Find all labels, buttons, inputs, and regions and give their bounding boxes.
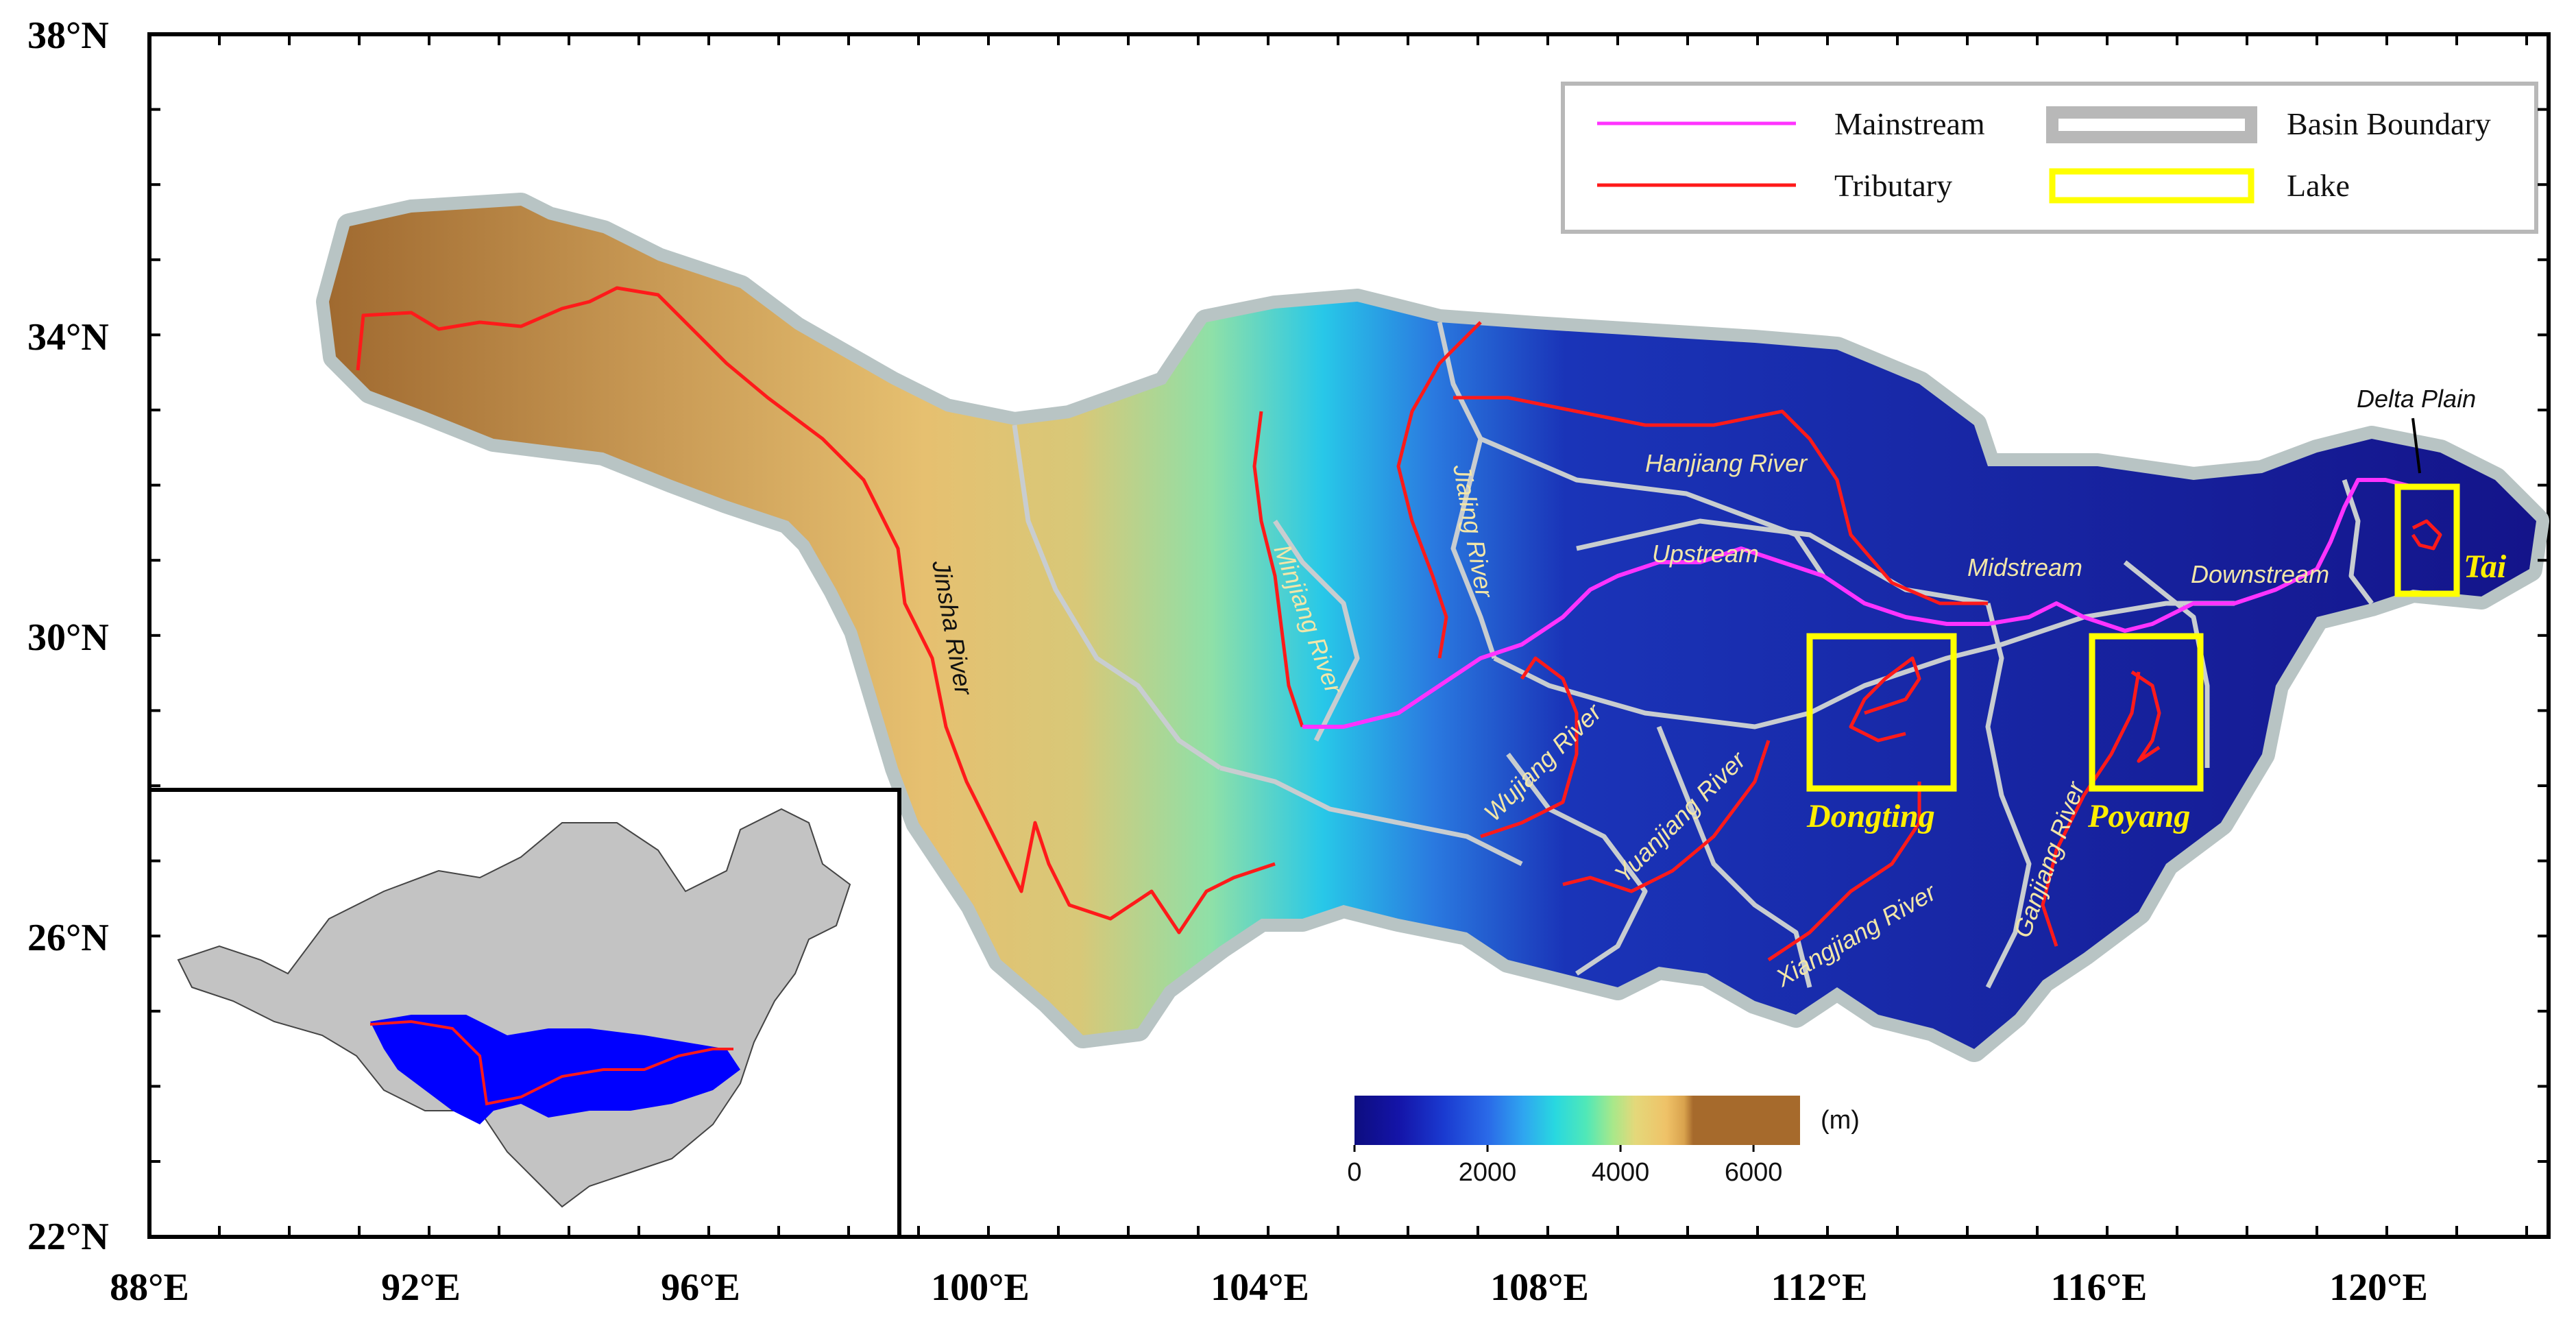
label-dongting: Dongting (1806, 798, 1935, 834)
inset-map (147, 788, 901, 1239)
lat-label: 38°N (27, 14, 109, 57)
label-poyang: Poyang (2087, 798, 2190, 834)
hanjiang-river-line (1453, 396, 1988, 605)
mainstream-line (1302, 478, 2414, 729)
dongting-lake-shape (1849, 656, 1921, 743)
xiangjiang-river-line (1767, 782, 1921, 962)
legend-lake-swatch (2049, 168, 2255, 204)
legend-lake-label: Lake (2287, 168, 2350, 203)
lat-label: 34°N (27, 316, 109, 359)
colorbar-ramp (1354, 1096, 1800, 1145)
jialing-river-line (1396, 321, 1482, 659)
wujiang-river-line (1480, 656, 1579, 839)
lon-label: 92°E (381, 1266, 461, 1309)
label-hanjiang-river: Hanjiang River (1645, 449, 1808, 477)
poyang-lake-shape (2130, 670, 2161, 763)
colorbar-tick-label: 4000 (1592, 1158, 1650, 1187)
legend: Mainstream Tributary Basin Boundary Lake (1561, 82, 2538, 234)
label-downstream: Downstream (2191, 560, 2329, 588)
colorbar-tick-label: 2000 (1459, 1158, 1517, 1187)
tributaries (356, 286, 2442, 962)
colorbar-unit: (m) (1821, 1106, 1860, 1135)
ganjiang-river-line (2041, 671, 2141, 947)
colorbar-tick-label: 6000 (1725, 1158, 1783, 1187)
lon-label: 96°E (661, 1266, 740, 1309)
lon-label: 100°E (931, 1266, 1030, 1309)
sub-basin-boundaries (1012, 322, 2374, 989)
basin-elevation (329, 206, 2536, 1049)
legend-basin-boundary-label: Basin Boundary (2287, 106, 2491, 141)
lon-label: 104°E (1211, 1266, 1309, 1309)
lat-label: 22°N (27, 1216, 109, 1258)
legend-tributary-label: Tributary (1834, 168, 1952, 203)
legend-mainstream-label: Mainstream (1834, 106, 1985, 141)
latitude-labels: 38°N 34°N 30°N 26°N 22°N (27, 14, 109, 1258)
yuanjiang-river-line (1562, 740, 1771, 893)
lat-label: 30°N (27, 616, 109, 659)
lon-label: 108°E (1490, 1266, 1589, 1309)
frame-ticks (148, 33, 2549, 1238)
minjiang-river-line (1252, 411, 1304, 727)
lon-label: 112°E (1771, 1266, 1868, 1309)
label-upstream: Upstream (1652, 540, 1759, 568)
jinsha-river-line (356, 286, 1276, 935)
lake-box-poyang (2089, 633, 2204, 792)
inset-china-outline (177, 808, 851, 1208)
label-delta-plain: Delta Plain (2357, 385, 2476, 413)
delta-plain-pointer (2411, 418, 2421, 474)
inset-basin (370, 1015, 740, 1124)
inset-yangtze-line (369, 1020, 733, 1106)
lat-label: 26°N (27, 917, 109, 959)
colorbar-tick-label: 0 (1347, 1158, 1361, 1187)
lake-box-tai (2394, 483, 2460, 597)
longitude-labels: 88°E 92°E 96°E 100°E 104°E 108°E 112°E 1… (110, 1266, 2428, 1309)
label-tai: Tai (2464, 549, 2507, 585)
lon-label: 88°E (110, 1266, 189, 1309)
legend-basin-boundary-swatch (2046, 106, 2257, 143)
tai-lake-shape (2411, 519, 2442, 551)
lake-box-dongting (1806, 633, 1957, 792)
lon-label: 116°E (2051, 1266, 2148, 1309)
lon-label: 120°E (2329, 1266, 2428, 1309)
colorbar: (m) 0 2000 4000 6000 (1347, 1096, 1860, 1187)
label-midstream: Midstream (1967, 553, 2082, 581)
